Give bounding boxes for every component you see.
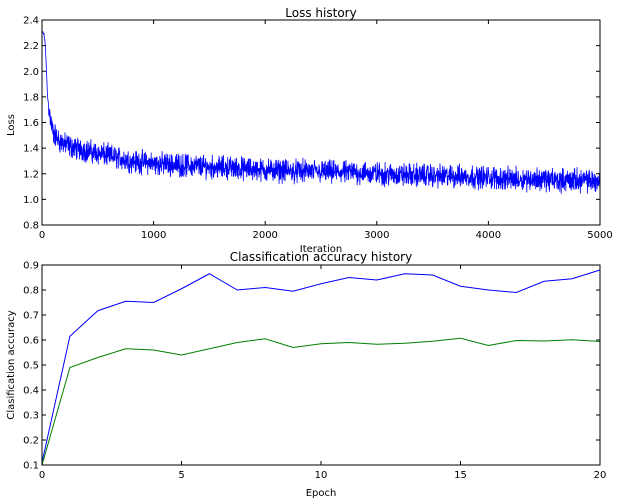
loss-x-tick-label: 4000 <box>476 230 501 241</box>
accuracy-y-axis-label: Clasification accuracy <box>6 310 17 419</box>
loss-x-tick-label: 0 <box>39 230 45 241</box>
accuracy-y-tick-label: 0.1 <box>23 461 39 472</box>
accuracy-x-tick-label: 0 <box>39 470 45 481</box>
loss-y-tick-label: 1.2 <box>23 169 39 180</box>
loss-y-tick-label: 2.4 <box>23 16 39 27</box>
loss-x-tick-label: 3000 <box>364 230 389 241</box>
accuracy-y-tick-label: 0.3 <box>23 411 39 422</box>
accuracy-ticks-group: 0 5 10 15 20 0.1 0.2 0.3 0.4 0.5 0.6 0.7 0.8 0.9 <box>23 261 606 482</box>
accuracy-y-tick-label: 0.8 <box>23 286 39 297</box>
loss-line <box>41 31 601 194</box>
loss-y-tick-label: 1.6 <box>23 118 39 129</box>
loss-x-tick-label: 1000 <box>141 230 166 241</box>
accuracy-y-tick-label: 0.4 <box>23 386 39 397</box>
accuracy-x-axis-label: Epoch <box>306 488 337 499</box>
accuracy-chart: Classification accuracy history 0 5 10 15 20… <box>6 250 606 499</box>
accuracy-x-tick-label: 15 <box>454 470 467 481</box>
accuracy-y-tick-label: 0.5 <box>23 361 39 372</box>
loss-chart-title: Loss history <box>285 6 356 20</box>
accuracy-y-tick-label: 0.2 <box>23 436 39 447</box>
loss-y-tick-label: 1.0 <box>23 195 39 206</box>
loss-chart: Loss history 0 1000 2000 3000 4000 5000 0.8 1.0… <box>6 6 613 255</box>
loss-x-axis-label: Iteration <box>300 244 342 255</box>
loss-y-axis-label: Loss <box>6 114 17 136</box>
accuracy-chart-title: Classification accuracy history <box>230 250 412 264</box>
loss-x-tick-label: 2000 <box>252 230 277 241</box>
accuracy-y-tick-label: 0.7 <box>23 311 39 322</box>
accuracy-y-tick-label: 0.6 <box>23 336 39 347</box>
accuracy-x-tick-label: 20 <box>594 470 607 481</box>
loss-ticks-group: 0 1000 2000 3000 4000 5000 0.8 1.0 1.2 1.4 1.6 1.8 2… <box>23 16 613 242</box>
accuracy-y-tick-label: 0.9 <box>23 261 39 272</box>
accuracy-x-tick-label: 10 <box>315 470 328 481</box>
accuracy-series-group <box>41 269 601 466</box>
accuracy-x-tick-label: 5 <box>178 470 184 481</box>
loss-y-tick-label: 1.8 <box>23 92 39 103</box>
loss-y-tick-label: 1.4 <box>23 144 39 155</box>
loss-x-tick-label: 5000 <box>587 230 612 241</box>
loss-y-tick-label: 2.0 <box>23 67 39 78</box>
loss-series-group <box>41 31 601 194</box>
loss-y-tick-label: 2.2 <box>23 41 39 52</box>
loss-y-tick-label: 0.8 <box>23 221 39 232</box>
